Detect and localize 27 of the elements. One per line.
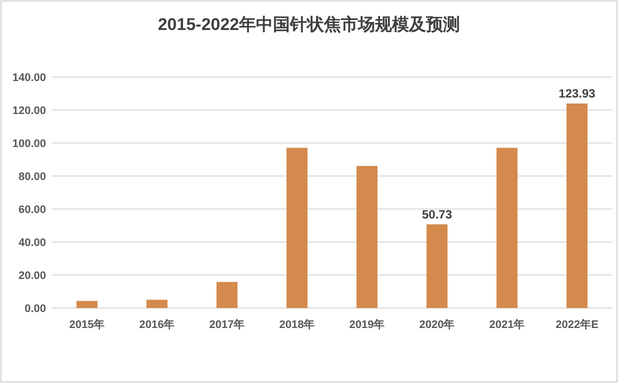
bar (426, 224, 448, 308)
bar (146, 300, 168, 308)
data-label: 123.93 (558, 86, 596, 101)
y-tick-label: 80.00 (18, 171, 46, 183)
x-tick-label: 2022年E (556, 318, 598, 331)
y-tick-label: 120.00 (12, 105, 46, 117)
x-tick-label: 2021年 (489, 318, 525, 331)
data-label: 50.73 (422, 207, 452, 222)
bar (76, 300, 98, 308)
bar (566, 104, 588, 308)
y-tick-label: 20.00 (18, 270, 46, 282)
x-tick-label: 2017年 (209, 318, 245, 331)
y-tick-label: 0.00 (24, 303, 46, 315)
y-tick-label: 140.00 (12, 72, 46, 84)
chart-title: 2015-2022年中国针状焦市场规模及预测 (158, 15, 460, 34)
x-tick-label: 2015年 (69, 318, 105, 331)
bar (356, 166, 378, 308)
bar (496, 148, 518, 308)
x-tick-label: 2019年 (349, 318, 385, 331)
x-tick-label: 2018年 (279, 318, 315, 331)
bar (216, 282, 238, 308)
x-tick-label: 2020年 (419, 318, 455, 331)
x-tick-label: 2016年 (139, 318, 175, 331)
y-tick-label: 100.00 (12, 138, 46, 150)
y-tick-label: 60.00 (18, 204, 46, 216)
y-tick-label: 40.00 (18, 237, 46, 249)
bar (286, 148, 308, 308)
